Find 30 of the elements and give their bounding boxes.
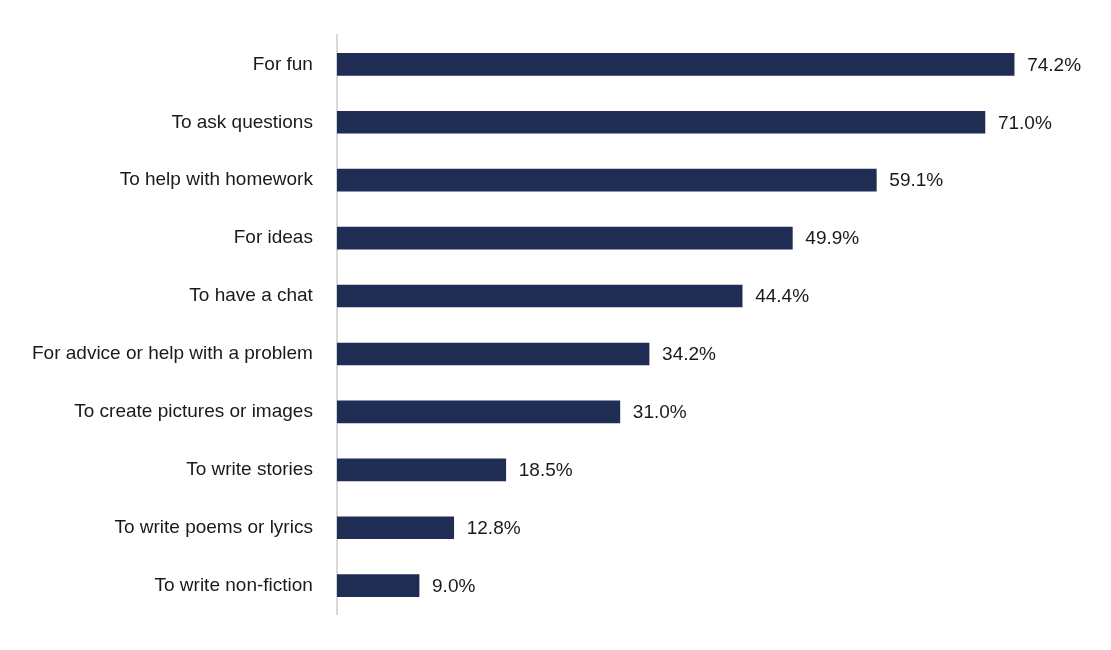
data-label: 34.2%: [662, 343, 717, 365]
bar: [336, 226, 793, 250]
bar: [336, 110, 986, 134]
data-label: 71.0%: [997, 111, 1052, 133]
y-tick-label: To write non-fiction: [154, 573, 313, 595]
bar: [336, 284, 743, 308]
y-tick-label: To ask questions: [171, 110, 313, 132]
data-label: 74.2%: [1027, 53, 1082, 75]
data-label: 49.9%: [805, 227, 860, 249]
data-label: 31.0%: [632, 401, 687, 423]
y-tick-label: For ideas: [233, 226, 313, 248]
y-tick-label: To help with homework: [119, 168, 314, 190]
bar: [336, 53, 1015, 76]
bar: [336, 574, 420, 597]
y-tick-label: To write stories: [186, 458, 313, 480]
y-tick-label: For fun: [252, 52, 313, 74]
y-tick-label: For advice or help with a problem: [31, 342, 313, 364]
bar: [336, 516, 455, 540]
y-tick-label: To create pictures or images: [74, 400, 313, 422]
data-label: 59.1%: [889, 169, 944, 191]
bar: [336, 458, 507, 482]
data-label: 18.5%: [518, 459, 573, 481]
bar: [336, 400, 621, 424]
bar: [336, 342, 650, 366]
data-label: 44.4%: [755, 285, 810, 307]
data-label: 9.0%: [432, 574, 476, 596]
y-tick-label: To write poems or lyrics: [114, 515, 313, 537]
data-label: 12.8%: [466, 516, 521, 538]
y-tick-label: To have a chat: [189, 284, 314, 306]
bar: [336, 168, 877, 192]
